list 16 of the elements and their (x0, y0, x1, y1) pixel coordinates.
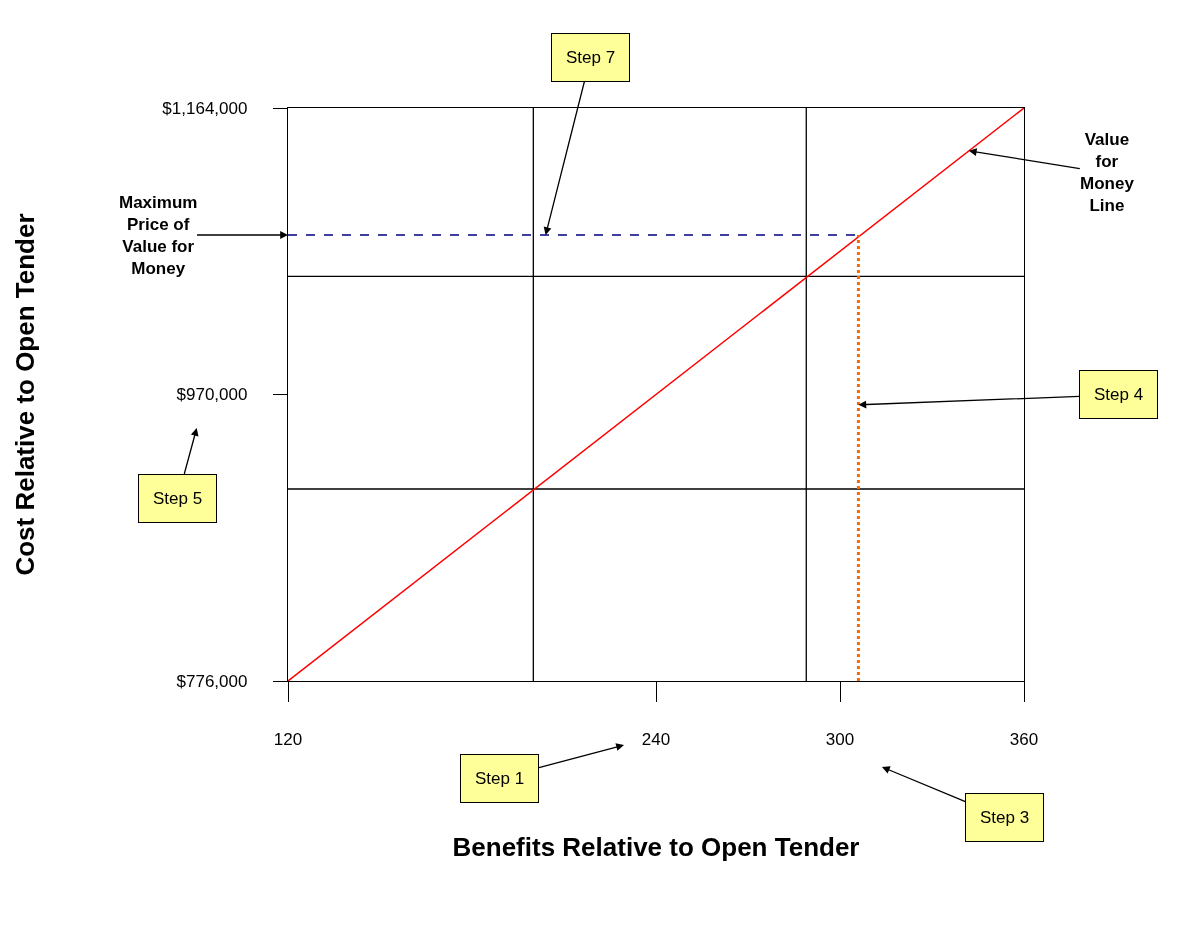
y-tick-label: $776,000 (176, 671, 248, 691)
annotation: Step 7 (566, 48, 616, 67)
text: Step 3 (980, 808, 1030, 827)
annotation: Step 4 (1094, 385, 1144, 404)
x-axis-title: Benefits Relative to Open Tender (452, 832, 860, 863)
text: Step 5 (153, 489, 203, 508)
annotation: Maximum Price of Value for Money (119, 193, 198, 279)
annotation: Value for Money Line (1080, 130, 1135, 216)
y-axis-title: Cost Relative to Open Tender (9, 213, 40, 576)
y-tick-label: $970,000 (176, 385, 248, 405)
x-tick-label: 360 (1009, 729, 1039, 749)
text: Step 1 (475, 769, 525, 788)
x-tick-label: 120 (273, 729, 303, 749)
y-tick-label: $1,164,000 (162, 98, 248, 118)
x-tick-label: 300 (825, 729, 855, 749)
x-tick-label: 240 (641, 729, 671, 749)
